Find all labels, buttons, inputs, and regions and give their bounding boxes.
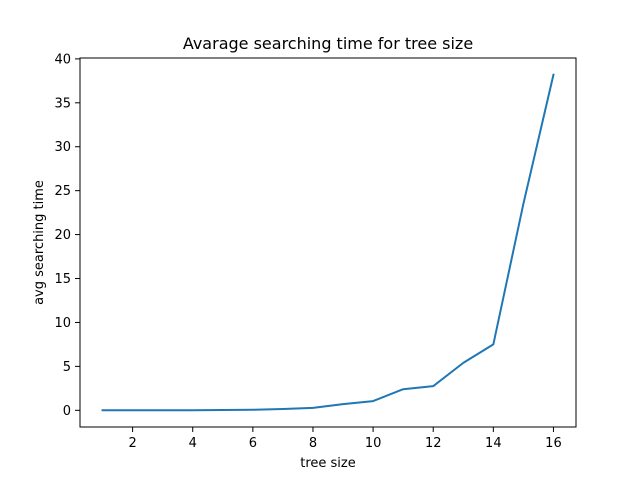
y-axis-label: avg searching time — [32, 180, 47, 305]
y-tick-label: 10 — [54, 316, 71, 331]
x-tick-label: 16 — [545, 436, 562, 451]
plot-content — [101, 73, 555, 412]
x-tick-label: 6 — [249, 436, 257, 451]
x-tick-label: 14 — [485, 436, 502, 451]
x-tick-label: 10 — [365, 436, 382, 451]
x-tick-label: 4 — [189, 436, 197, 451]
x-tick-label: 2 — [128, 436, 136, 451]
series-line-0 — [101, 73, 555, 412]
axes-frame — [79, 57, 577, 428]
x-tick-label: 12 — [425, 436, 442, 451]
x-tick-label: 8 — [309, 436, 317, 451]
y-tick-label: 0 — [63, 404, 71, 419]
y-tick-label: 40 — [54, 52, 71, 67]
x-axis-label: tree size — [300, 456, 356, 471]
y-tick-label: 35 — [54, 96, 71, 111]
y-tick-label: 15 — [54, 272, 71, 287]
y-tick-label: 30 — [54, 140, 71, 155]
x-axis-ticks: 2 4 6 8 10 12 14 16 — [128, 427, 562, 451]
y-axis-ticks: 0 5 10 15 20 25 30 35 40 — [54, 52, 80, 419]
y-tick-label: 25 — [54, 184, 71, 199]
chart-title: Avarage searching time for tree size — [183, 34, 473, 53]
y-tick-label: 20 — [54, 228, 71, 243]
y-tick-label: 5 — [63, 360, 71, 375]
